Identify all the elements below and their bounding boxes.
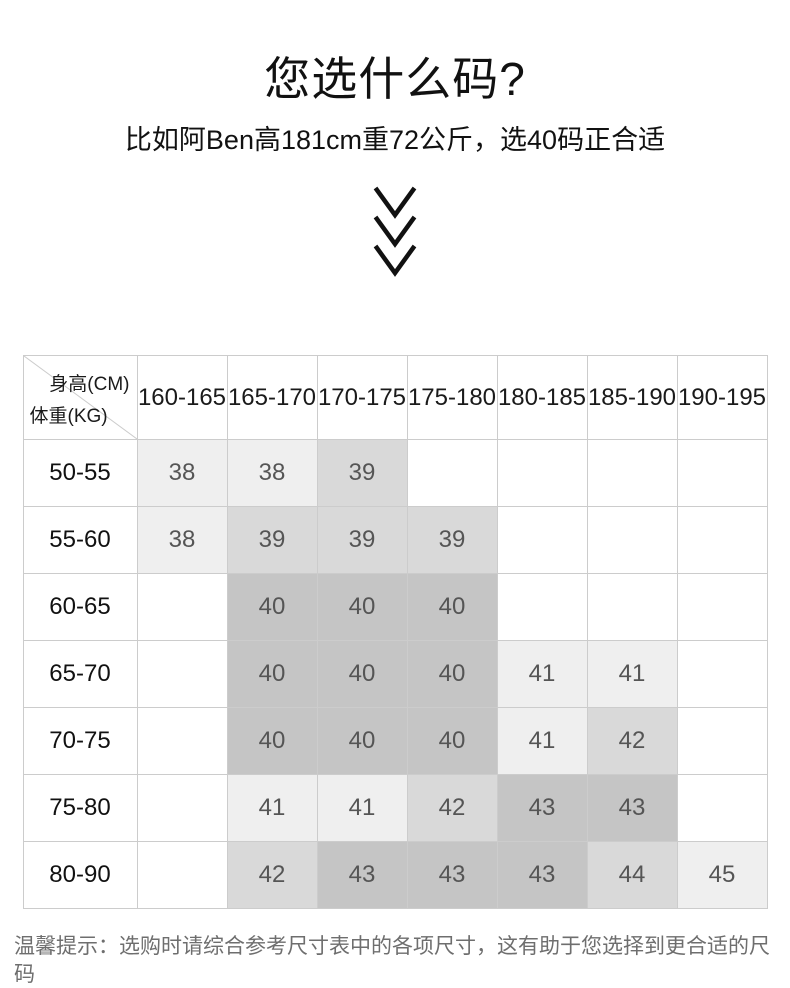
size-cell: 43 — [496, 841, 588, 910]
size-cell: 40 — [316, 573, 408, 642]
size-cell: 43 — [586, 774, 678, 843]
row-label: 65-70 — [22, 640, 138, 709]
size-cell: 40 — [226, 573, 318, 642]
table-row: 80-90 42 43 43 43 44 45 — [22, 841, 768, 910]
size-cell: 40 — [406, 640, 498, 709]
size-cell — [406, 439, 498, 508]
size-cell: 39 — [316, 439, 408, 508]
row-label: 80-90 — [22, 841, 138, 910]
height-axis-label: 身高(CM) — [49, 374, 130, 396]
size-cell — [586, 506, 678, 575]
column-header: 165-170 — [226, 355, 318, 441]
size-cell: 40 — [316, 640, 408, 709]
diagonal-divider — [24, 356, 137, 439]
size-cell — [496, 573, 588, 642]
size-cell: 42 — [406, 774, 498, 843]
weight-axis-label: 体重(KG) — [29, 406, 108, 428]
size-cell: 40 — [226, 707, 318, 776]
size-cell: 44 — [586, 841, 678, 910]
size-cell — [496, 439, 588, 508]
row-label: 75-80 — [22, 774, 138, 843]
chevron-down-icon — [373, 186, 417, 220]
table-row: 55-60 38 39 39 39 — [22, 506, 768, 575]
size-cell: 40 — [406, 573, 498, 642]
tip-text: 温馨提示：选购时请综合参考尺寸表中的各项尺寸，这有助于您选择到更合适的尺码 — [14, 935, 770, 986]
chevron-down-icon — [373, 215, 417, 249]
size-cell — [676, 439, 768, 508]
size-cell: 42 — [226, 841, 318, 910]
page-subtitle: 比如阿Ben高181cm重72公斤，选40码正合适 — [124, 125, 666, 156]
size-cell — [676, 640, 768, 709]
size-cell: 39 — [406, 506, 498, 575]
row-label: 55-60 — [22, 506, 138, 575]
column-header: 185-190 — [586, 355, 678, 441]
size-cell: 41 — [316, 774, 408, 843]
table-row: 50-55 38 38 39 — [22, 439, 768, 508]
size-cell: 43 — [316, 841, 408, 910]
column-header: 180-185 — [496, 355, 588, 441]
size-cell — [676, 774, 768, 843]
size-cell — [676, 506, 768, 575]
size-cell: 39 — [316, 506, 408, 575]
size-cell — [136, 640, 228, 709]
size-cell: 42 — [586, 707, 678, 776]
size-cell — [586, 573, 678, 642]
size-cell — [136, 707, 228, 776]
size-cell: 40 — [316, 707, 408, 776]
size-cell: 39 — [226, 506, 318, 575]
size-cell — [496, 506, 588, 575]
size-cell: 41 — [496, 640, 588, 709]
size-cell — [586, 439, 678, 508]
table-row: 60-65 40 40 40 — [22, 573, 768, 642]
size-cell: 41 — [586, 640, 678, 709]
size-cell: 38 — [136, 439, 228, 508]
page-title: 您选什么码? — [264, 53, 526, 105]
size-cell — [676, 707, 768, 776]
corner-header-cell: 身高(CM) 体重(KG) — [22, 355, 138, 441]
row-label: 70-75 — [22, 707, 138, 776]
column-header: 190-195 — [676, 355, 768, 441]
size-cell: 43 — [496, 774, 588, 843]
size-cell: 38 — [226, 439, 318, 508]
size-cell: 38 — [136, 506, 228, 575]
size-cell: 41 — [496, 707, 588, 776]
size-cell — [676, 573, 768, 642]
size-chart-header: 身高(CM) 体重(KG) 160-165 165-170 170-175 175-1… — [22, 355, 768, 441]
size-cell: 45 — [676, 841, 768, 910]
chevron-down-icon — [373, 244, 417, 278]
size-cell — [136, 573, 228, 642]
size-chart-body: 50-55 38 38 39 55-60 38 39 39 39 60-65 40 40 40 65-70… — [22, 439, 768, 910]
row-label: 50-55 — [22, 439, 138, 508]
size-cell: 43 — [406, 841, 498, 910]
table-row: 75-80 41 41 42 43 43 — [22, 774, 768, 843]
size-cell — [136, 774, 228, 843]
column-header: 160-165 — [136, 355, 228, 441]
row-label: 60-65 — [22, 573, 138, 642]
header-row: 身高(CM) 体重(KG) 160-165 165-170 170-175 175-1… — [22, 355, 768, 441]
table-row: 65-70 40 40 40 41 41 — [22, 640, 768, 709]
table-row: 70-75 40 40 40 41 42 — [22, 707, 768, 776]
size-cell: 41 — [226, 774, 318, 843]
size-cell: 40 — [406, 707, 498, 776]
chevron-down-group — [0, 186, 790, 278]
size-cell — [136, 841, 228, 910]
column-header: 175-180 — [406, 355, 498, 441]
size-chart-table: 身高(CM) 体重(KG) 160-165 165-170 170-175 175-1… — [22, 355, 768, 910]
column-header: 170-175 — [316, 355, 408, 441]
size-cell: 40 — [226, 640, 318, 709]
